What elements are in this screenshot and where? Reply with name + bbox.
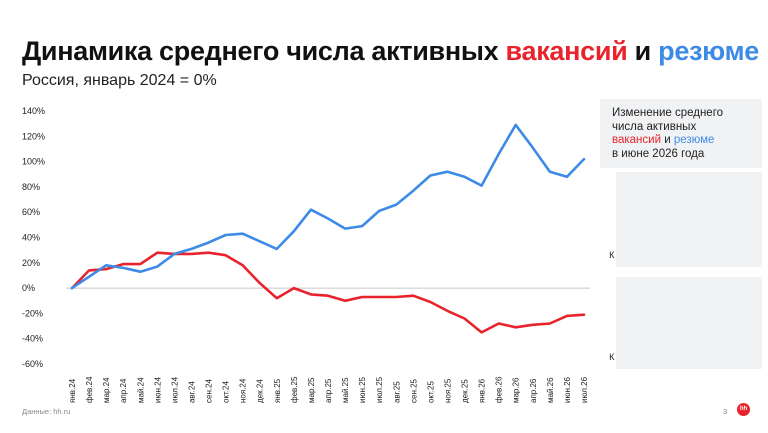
y-tick-label: 40% [22, 233, 40, 243]
page-subtitle: Россия, январь 2024 = 0% [22, 72, 217, 89]
panel-header-vacancies: вакансий [612, 134, 662, 146]
vacancies-bar-panel [616, 172, 762, 267]
x-tick-label: май.26 [546, 377, 555, 403]
x-tick-label: сен.25 [409, 378, 418, 403]
y-tick-label: 120% [22, 131, 45, 141]
vacancies-series-line [70, 251, 586, 334]
title-text: Динамика среднего числа активных [22, 36, 506, 66]
x-tick-label: май.25 [341, 377, 350, 403]
x-tick-label: окт.24 [222, 381, 231, 403]
x-tick-label: фев.26 [495, 376, 504, 403]
y-tick-label: 60% [22, 207, 40, 217]
x-tick-label: янв.25 [273, 378, 282, 403]
x-tick-label: янв.26 [478, 378, 487, 403]
y-tick-label: 80% [22, 182, 40, 192]
x-tick-label: июл.25 [375, 376, 384, 403]
x-tick-label: дек.25 [461, 379, 470, 403]
panel-header-line1: Изменение среднего [612, 107, 724, 119]
x-tick-label: апр.26 [529, 378, 538, 403]
x-tick-label: мар.24 [102, 377, 111, 403]
x-tick-label: июн.25 [358, 376, 367, 403]
y-tick-label: -20% [22, 308, 43, 318]
x-tick-label: дек.24 [256, 379, 265, 403]
resumes-bar-panel [616, 277, 762, 369]
x-tick-label: окт.25 [426, 381, 435, 403]
x-tick-label: июн.26 [563, 376, 572, 403]
title-and: и [627, 36, 659, 66]
x-tick-label: ноя.24 [239, 378, 248, 403]
y-tick-label: -40% [22, 334, 43, 344]
resumes-series-line [70, 123, 586, 290]
title-vacancies: вакансий [505, 36, 628, 66]
x-tick-label: авг.25 [392, 381, 401, 403]
x-tick-label: фев.24 [85, 376, 94, 403]
x-tick-label: сен.24 [205, 378, 214, 403]
page-number: 3 [723, 407, 728, 416]
x-tick-label: июл.24 [170, 376, 179, 403]
y-tick-label: 0% [22, 283, 35, 293]
panel-header: Изменение среднего числа активных ваканс… [600, 99, 762, 168]
x-tick-label: фев.25 [290, 376, 299, 403]
panel-header-line4: в июне 2026 года [612, 147, 705, 160]
x-tick-label: авг.24 [187, 381, 196, 403]
x-tick-label: июн.24 [153, 376, 162, 403]
y-tick-label: 140% [22, 106, 45, 116]
y-tick-label: -60% [22, 359, 43, 369]
y-tick-label: 20% [22, 258, 40, 268]
hh-logo: hh [737, 403, 750, 416]
panel-header-resumes: резюме [673, 134, 715, 146]
y-tick-label: 100% [22, 157, 45, 167]
source-note: Данные: hh.ru [22, 407, 71, 416]
panel-header-line2: числа активных [612, 120, 697, 133]
x-tick-label: мар.26 [512, 377, 521, 403]
title-resumes: резюме [658, 36, 759, 66]
panel-header-and: и [661, 134, 674, 146]
page-title: Динамика среднего числа активных ваканси… [22, 36, 759, 67]
x-tick-label: янв.24 [68, 378, 77, 403]
x-tick-label: май.24 [136, 377, 145, 403]
x-tick-label: апр.24 [119, 378, 128, 403]
x-tick-label: апр.25 [324, 378, 333, 403]
x-tick-label: мар.25 [307, 377, 316, 403]
x-tick-label: июл.26 [580, 376, 589, 403]
x-tick-label: ноя.25 [443, 378, 452, 403]
